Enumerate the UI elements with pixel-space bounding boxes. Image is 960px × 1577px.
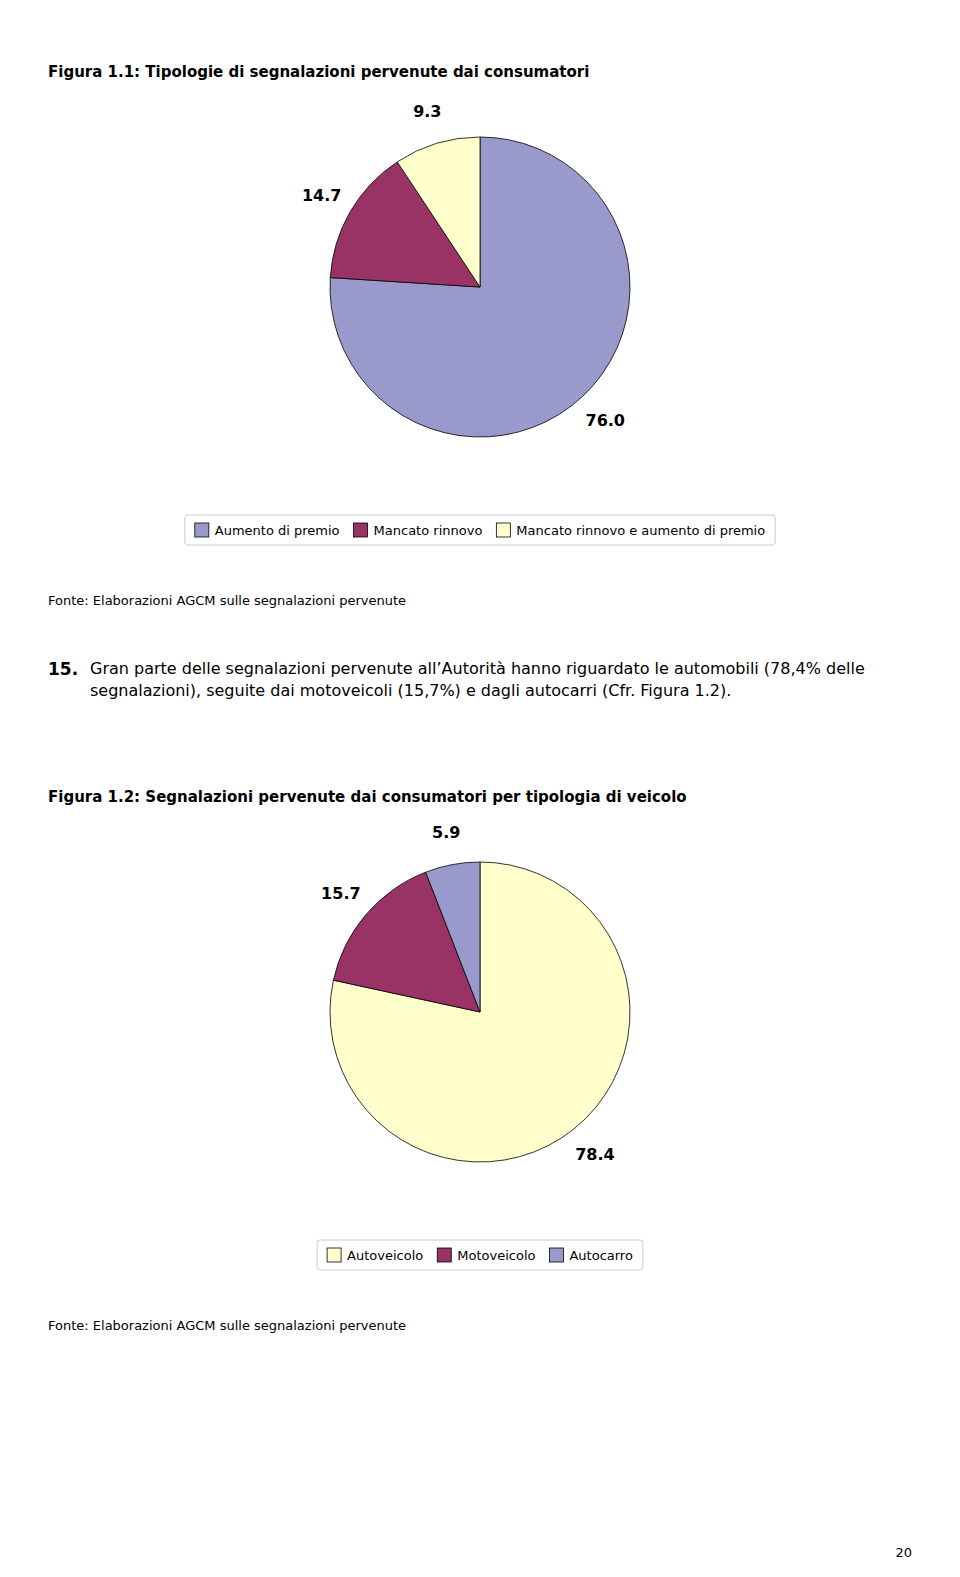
legend-item: Mancato rinnovo [354,523,483,538]
legend-swatch [327,1248,341,1262]
chart-title: Figura 1.2: Segnalazioni pervenute dai c… [48,788,687,806]
legend-swatch [354,523,368,537]
paragraph: Gran parte delle segnalazioni pervenute … [90,659,865,700]
pie [330,137,630,437]
chart: Figura 1.1: Tipologie di segnalazioni pe… [48,63,775,608]
chart: Figura 1.2: Segnalazioni pervenute dai c… [48,788,687,1333]
pie-slice [330,862,630,1162]
legend-item: Autoveicolo [327,1248,423,1263]
legend-item: Aumento di premio [195,523,340,538]
paragraph-line: Gran parte delle segnalazioni pervenute … [90,659,865,678]
page-number: 20 [895,1545,912,1560]
data-labels: 76.0 14.7 9.3 [302,102,625,430]
legend-frame [317,1240,643,1270]
paragraph-line: segnalazioni), seguite dai motoveicoli (… [90,681,731,700]
legend-label: Autocarro [569,1248,632,1263]
legend-label: Motoveicolo [457,1248,535,1263]
legend-items: Aumento di premio Mancato rinnovo Mancato … [195,523,765,538]
legend-swatch [437,1248,451,1262]
legend: Aumento di premio Mancato rinnovo Mancato … [185,515,775,545]
legend-label: Mancato rinnovo e aumento di premio [516,523,765,538]
legend-item: Autocarro [549,1248,632,1263]
data-label: 15.7 [321,884,360,903]
legend: Autoveicolo Motoveicolo Autocarro [317,1240,643,1270]
legend-swatch [195,523,209,537]
legend-label: Mancato rinnovo [374,523,483,538]
legend-swatch [496,523,510,537]
legend-items: Autoveicolo Motoveicolo Autocarro [327,1248,633,1263]
pie-slice [397,137,480,287]
legend-item: Motoveicolo [437,1248,535,1263]
data-label: 76.0 [586,411,625,430]
legend-item: Mancato rinnovo e aumento di premio [496,523,765,538]
legend-frame [185,515,775,545]
source-note: Fonte: Elaborazioni AGCM sulle segnalazi… [48,1318,406,1333]
legend-label: Aumento di premio [215,523,340,538]
chart-title: Figura 1.1: Tipologie di segnalazioni pe… [48,63,589,81]
data-label: 9.3 [413,102,441,121]
paragraph-number: 15. [48,659,78,679]
source-note: Fonte: Elaborazioni AGCM sulle segnalazi… [48,593,406,608]
legend-label: Autoveicolo [347,1248,423,1263]
pie [330,862,630,1162]
data-label: 5.9 [432,823,460,842]
page: Figura 1.1: Tipologie di segnalazioni pe… [0,0,960,1577]
data-label: 78.4 [575,1145,614,1164]
pie-slice [426,862,480,1012]
legend-swatch [549,1248,563,1262]
data-labels: 78.4 15.7 5.9 [321,823,615,1164]
pie-slice [330,137,630,437]
data-label: 14.7 [302,186,341,205]
